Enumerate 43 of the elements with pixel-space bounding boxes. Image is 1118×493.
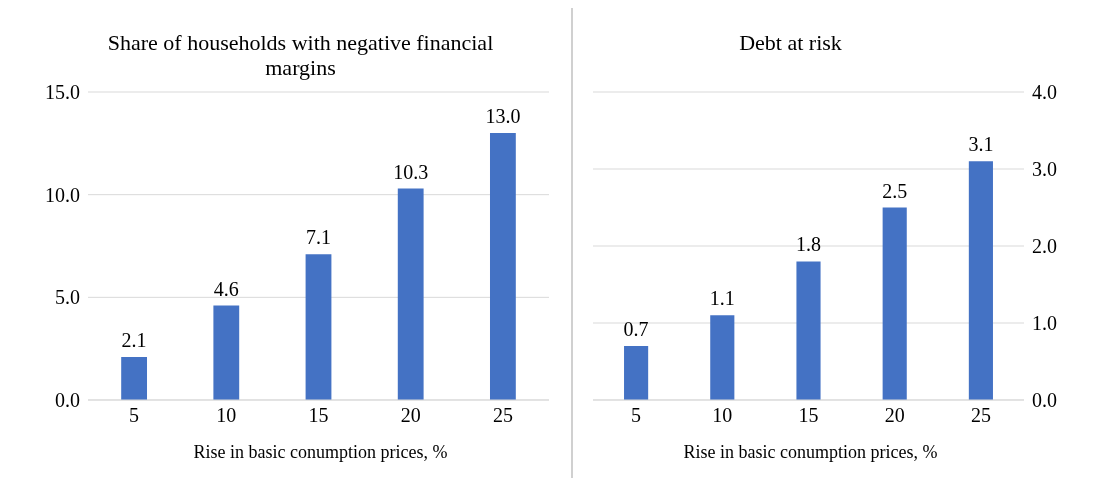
bar [305,254,332,400]
data-label: 10.3 [393,160,429,183]
bar [397,188,424,400]
data-label: 3.1 [968,133,994,156]
bar [710,315,735,400]
data-label: 2.5 [882,179,908,202]
x-axis-title: Rise in basic conumption prices, % [682,442,939,463]
y2-tick-label: 0.0 [1032,389,1057,412]
y-tick-label: 0.0 [55,389,80,412]
x-tick-label: 20 [884,404,905,427]
x-tick-label: 10 [216,404,237,427]
x-tick-label: 15 [308,404,329,427]
data-label: 13.0 [485,105,521,128]
y2-tick-label: 3.0 [1032,158,1057,181]
bar [882,207,907,400]
x-tick-label: 25 [970,404,991,427]
y2-tick-label: 2.0 [1032,235,1057,258]
x-tick-label: 5 [631,404,642,427]
data-label: 1.8 [796,233,821,256]
x-axis-title: Rise in basic conumption prices, % [192,442,449,463]
y-tick-label: 15.0 [45,81,80,104]
y2-tick-label: 1.0 [1032,312,1057,335]
bar [213,305,240,400]
x-tick-label: 10 [712,404,733,427]
bar [968,161,993,400]
y2-tick-label: 4.0 [1032,81,1057,104]
bar [796,261,821,400]
bar [624,346,649,400]
data-label: 7.1 [306,226,331,249]
data-label: 0.7 [623,318,649,341]
bar [489,133,516,400]
chart-title: Debt at risk [738,30,843,55]
x-tick-label: 5 [129,404,140,427]
y-tick-label: 5.0 [55,286,80,309]
data-label: 2.1 [121,328,147,351]
y-tick-label: 10.0 [45,183,80,206]
data-label: 1.1 [709,287,735,310]
chart-title: Share of households with negative financial margins [106,30,495,80]
bar [121,356,148,400]
data-label: 4.6 [213,277,239,300]
x-tick-label: 20 [400,404,421,427]
x-tick-label: 15 [798,404,819,427]
x-tick-label: 25 [492,404,513,427]
